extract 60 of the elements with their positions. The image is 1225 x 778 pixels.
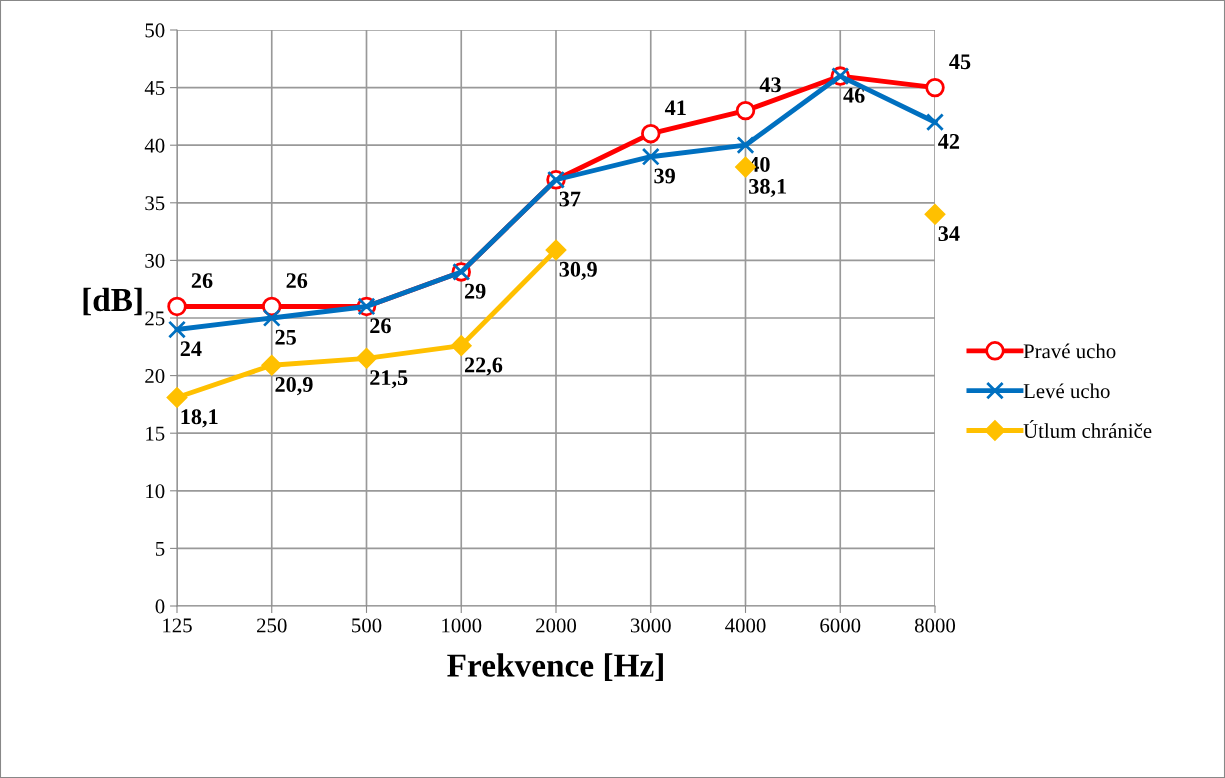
data-label: 37 (559, 191, 581, 207)
point (924, 204, 946, 225)
data-label: 38,1 (749, 178, 787, 198)
point (166, 387, 188, 408)
y-tick-label: 20 (145, 368, 165, 384)
data-label: 26 (370, 318, 391, 334)
data-label: 46 (843, 87, 865, 103)
legend-label: Pravé ucho (1023, 343, 1116, 359)
x-axis-title: Frekvence [Hz] (447, 653, 663, 681)
point (167, 296, 187, 317)
y-tick-label: 10 (146, 484, 165, 499)
data-label: 42 (938, 133, 960, 149)
point (356, 348, 377, 369)
data-label: 43 (759, 77, 781, 93)
y-axis-title: [dB] (83, 287, 142, 316)
data-label: 45 (949, 54, 971, 70)
y-tick-label: 15 (146, 426, 165, 441)
y-tick-label: 40 (144, 138, 165, 153)
point (262, 308, 281, 328)
x-tick-label: 6000 (820, 618, 861, 633)
point (641, 123, 661, 144)
point (641, 147, 660, 166)
point (736, 136, 755, 155)
data-label: 22,6 (464, 357, 503, 376)
data-label: 24 (180, 341, 202, 357)
point (925, 77, 945, 98)
y-tick-label: 5 (155, 541, 165, 556)
data-label: 25 (275, 329, 296, 345)
x-tick-label: 3000 (630, 618, 671, 633)
x-tick-label: 125 (163, 618, 192, 633)
x-tick-label: 500 (352, 618, 382, 633)
y-tick-label: 35 (145, 196, 165, 211)
point (451, 335, 472, 356)
y-tick-label: 45 (144, 81, 165, 96)
data-label: 26 (191, 273, 213, 289)
data-label: 29 (464, 283, 486, 299)
x-tick-label: 2000 (536, 618, 577, 633)
x-tick-label: 250 (257, 618, 287, 633)
x-tick-label: 4000 (725, 618, 766, 633)
point (261, 355, 282, 376)
point (545, 239, 567, 261)
data-label: 26 (286, 273, 308, 289)
data-label: 18,1 (181, 409, 218, 428)
y-tick-label: 30 (145, 253, 165, 268)
data-label: 41 (664, 100, 686, 116)
y-tick-label: 50 (145, 23, 165, 38)
point (735, 100, 756, 121)
data-label: 21,5 (370, 370, 408, 389)
data-label: 39 (654, 168, 675, 184)
y-tick-label: 25 (145, 311, 165, 326)
x-tick-label: 8000 (914, 618, 956, 633)
point (925, 113, 945, 132)
legend-label: Útlum chrániče (1023, 419, 1152, 439)
x-tick-label: 1000 (442, 618, 482, 633)
legend-label: Levé ucho (1023, 383, 1110, 399)
point (167, 320, 187, 339)
data-label: 30,9 (559, 261, 597, 280)
data-label: 20,9 (275, 376, 313, 396)
data-label: 34 (938, 226, 960, 242)
y-tick-label: 0 (155, 599, 165, 614)
